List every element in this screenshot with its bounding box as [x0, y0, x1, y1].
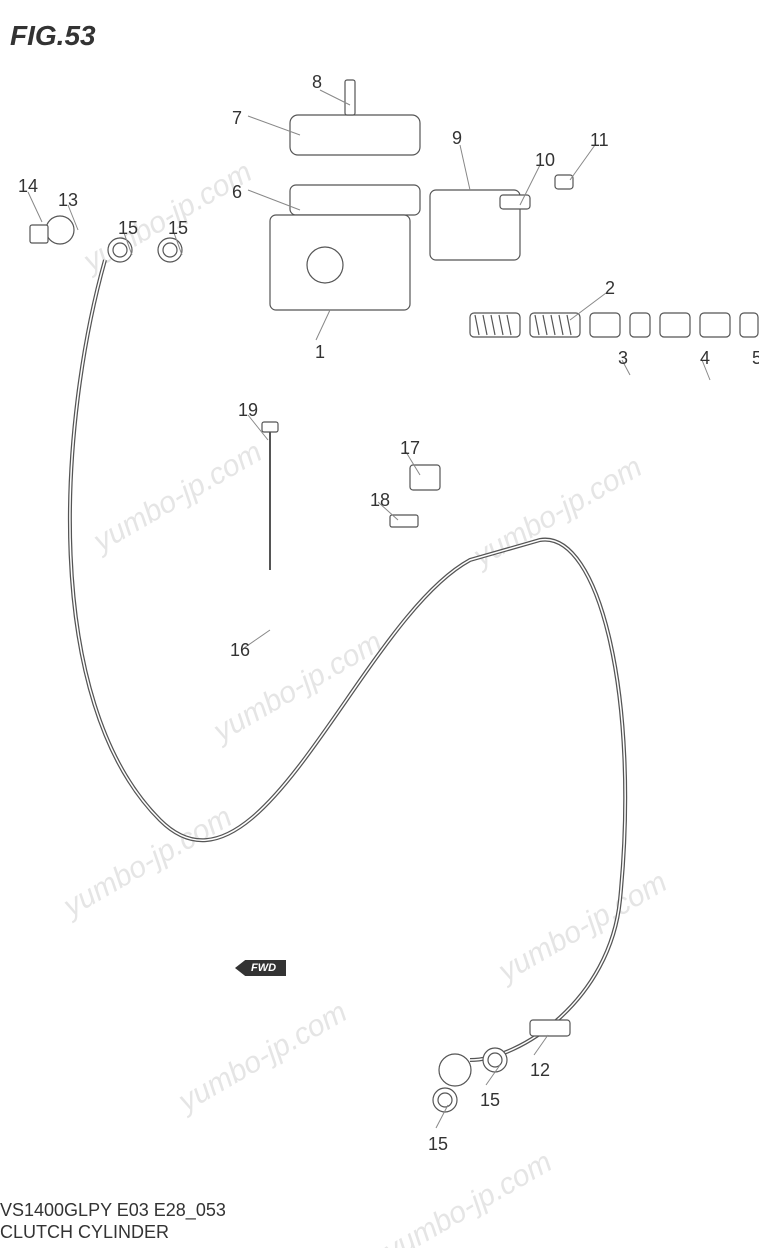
callout-1: 1	[315, 342, 325, 363]
watermark-text: yumbo-jp.com	[88, 435, 268, 559]
callout-8: 8	[312, 72, 322, 93]
figure-title: FIG.53	[10, 20, 96, 52]
callout-4: 4	[700, 348, 710, 369]
watermark-text: yumbo-jp.com	[493, 865, 673, 989]
callout-11: 11	[590, 130, 609, 151]
callout-19: 19	[238, 400, 258, 421]
callout-7: 7	[232, 108, 242, 129]
callout-15: 15	[428, 1134, 448, 1155]
figure-caption-code: VS1400GLPY E03 E28_053	[0, 1200, 226, 1221]
exploded-diagram	[0, 0, 759, 1248]
callout-5: 5	[752, 348, 759, 369]
callout-3: 3	[618, 348, 628, 369]
callout-14: 14	[18, 176, 38, 197]
callout-15: 15	[168, 218, 188, 239]
figure-caption-title: CLUTCH CYLINDER	[0, 1222, 169, 1243]
callout-15: 15	[480, 1090, 500, 1111]
callout-16: 16	[230, 640, 250, 661]
callout-17: 17	[400, 438, 420, 459]
callout-13: 13	[58, 190, 78, 211]
callout-18: 18	[370, 490, 390, 511]
watermark-text: yumbo-jp.com	[378, 1145, 558, 1248]
callout-15: 15	[118, 218, 138, 239]
watermark-text: yumbo-jp.com	[173, 995, 353, 1119]
callout-2: 2	[605, 278, 615, 299]
callout-6: 6	[232, 182, 242, 203]
callout-12: 12	[530, 1060, 550, 1081]
callout-10: 10	[535, 150, 555, 171]
watermark-text: yumbo-jp.com	[468, 450, 648, 574]
fwd-arrow-badge: FWD	[235, 960, 286, 976]
watermark-text: yumbo-jp.com	[58, 800, 238, 924]
callout-9: 9	[452, 128, 462, 149]
